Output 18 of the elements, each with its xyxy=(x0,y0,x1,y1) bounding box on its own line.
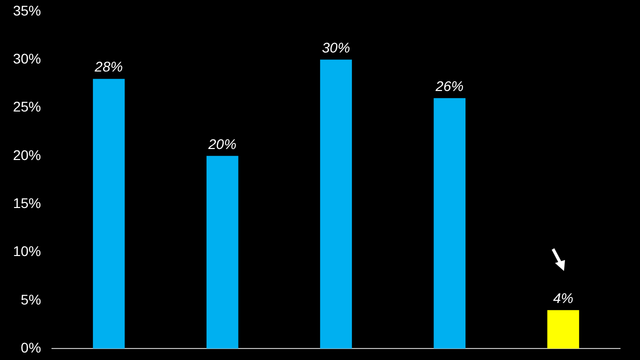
bar xyxy=(206,156,238,349)
y-tick-label: 35% xyxy=(12,2,42,18)
bar xyxy=(92,78,125,349)
y-tick-label: 30% xyxy=(12,50,42,66)
y-tick-label: 20% xyxy=(12,146,42,163)
bar xyxy=(320,60,352,349)
data-label: 20% xyxy=(207,136,236,152)
data-label: 26% xyxy=(434,78,464,94)
y-tick-label: 25% xyxy=(12,98,42,115)
bar xyxy=(434,98,466,349)
data-label: 4% xyxy=(553,290,574,306)
y-tick-label: 10% xyxy=(12,243,42,260)
bar xyxy=(547,310,580,349)
y-tick-label: 0% xyxy=(20,339,42,356)
y-tick-label: 5% xyxy=(20,291,42,308)
data-label: 28% xyxy=(94,58,123,75)
y-tick-label: 15% xyxy=(12,194,42,211)
data-label: 30% xyxy=(322,39,350,56)
